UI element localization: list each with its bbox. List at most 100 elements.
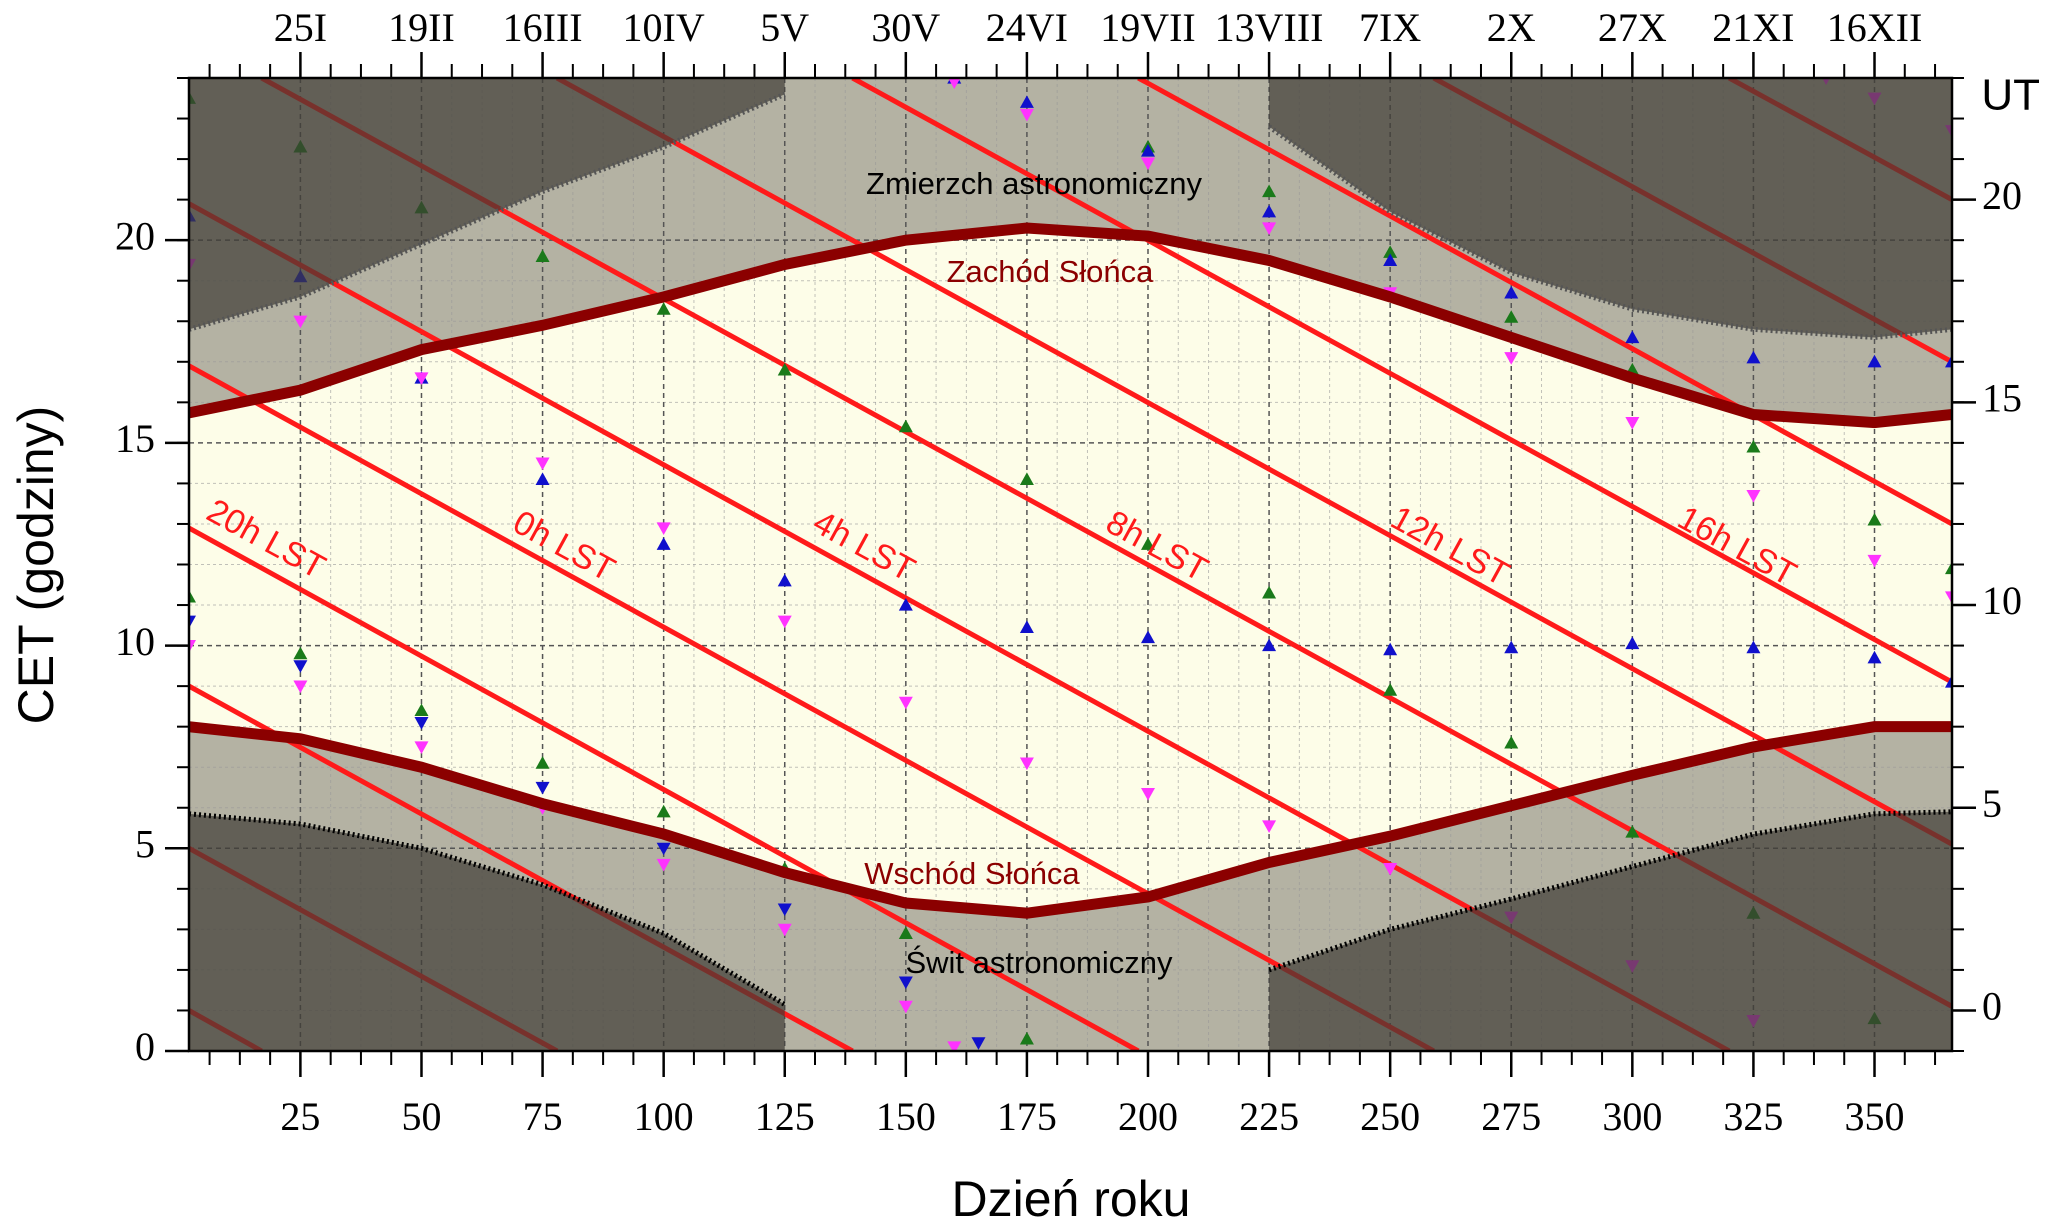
top-tick-label: 10IV — [623, 5, 705, 50]
top-tick-label: 25I — [274, 5, 327, 50]
triangle-marker — [1262, 184, 1277, 198]
triangle-marker — [1625, 636, 1640, 650]
x-tick-label: 75 — [523, 1094, 563, 1139]
y2-tick-label: 15 — [1982, 376, 2022, 421]
triangle-marker — [1019, 472, 1034, 485]
triangle-marker — [414, 703, 429, 717]
triangle-marker — [1945, 591, 1952, 604]
triangle-marker — [1019, 95, 1034, 108]
x-tick-label: 225 — [1239, 1094, 1299, 1139]
curve-label: Świt astronomiczny — [905, 944, 1173, 980]
x-tick-label: 125 — [755, 1094, 815, 1139]
twilight-curve — [189, 809, 1952, 1007]
triangle-marker — [656, 858, 671, 872]
triangle-marker — [1019, 1031, 1034, 1045]
sun-curve — [189, 222, 1952, 429]
triangle-marker — [535, 781, 550, 795]
triangle-marker — [1140, 143, 1155, 157]
lst-line — [189, 78, 1952, 1051]
triangle-marker — [656, 537, 671, 550]
triangle-marker — [293, 660, 308, 673]
triangle-marker — [1019, 757, 1034, 771]
y2-tick-label: 0 — [1982, 984, 2002, 1029]
triangle-marker — [414, 372, 429, 386]
curve-label: Zmierzch astronomiczny — [866, 166, 1202, 201]
triangle-marker — [656, 842, 671, 856]
triangle-marker — [777, 362, 792, 376]
axes: 25 50 75 100 125 150 175 200 225 250 275 300 325 3502… — [115, 5, 2022, 1139]
x-tick-label: 200 — [1118, 1094, 1178, 1139]
y-tick-label: 10 — [115, 619, 155, 664]
night-area — [1269, 811, 1952, 1051]
triangle-marker — [898, 696, 913, 710]
x-tick-label: 25 — [280, 1094, 320, 1139]
triangle-marker — [1867, 354, 1882, 368]
triangle-marker — [1746, 350, 1761, 364]
triangle-marker — [1383, 253, 1398, 267]
triangle-marker — [189, 615, 196, 629]
curve-label: Zachód Słońca — [947, 254, 1155, 289]
top-tick-label: 24VI — [986, 5, 1068, 50]
triangle-marker — [898, 976, 913, 990]
y-tick-label: 5 — [135, 821, 155, 866]
triangle-marker — [898, 598, 913, 611]
triangle-marker — [1140, 787, 1155, 801]
triangle-marker — [971, 1037, 986, 1050]
triangle-marker — [1504, 310, 1519, 323]
top-tick-label: 30V — [871, 5, 940, 50]
triangle-marker — [1945, 675, 1952, 688]
triangle-marker — [1625, 417, 1640, 430]
triangle-marker — [1383, 683, 1398, 696]
night-area — [189, 78, 785, 330]
triangle-marker — [293, 315, 308, 329]
triangle-marker — [1945, 354, 1952, 368]
triangle-marker — [656, 804, 671, 818]
triangle-marker — [293, 680, 308, 694]
x-tick-label: 175 — [997, 1094, 1057, 1139]
triangle-marker — [1383, 862, 1398, 876]
top-tick-label: 13VIII — [1215, 5, 1324, 50]
triangle-marker — [1140, 630, 1155, 644]
triangle-marker — [535, 249, 550, 262]
x-tick-label: 275 — [1481, 1094, 1541, 1139]
top-tick-label: 19II — [388, 5, 455, 50]
triangle-marker — [948, 78, 961, 90]
triangle-marker — [1504, 735, 1519, 749]
triangle-marker — [656, 302, 671, 315]
triangle-marker — [189, 589, 196, 603]
y-tick-label: 0 — [135, 1024, 155, 1069]
y-axis-label: CET (godziny) — [8, 406, 64, 725]
x-tick-label: 100 — [634, 1094, 694, 1139]
triangle-marker — [777, 903, 792, 917]
curve-label: Wschód Słońca — [864, 856, 1080, 891]
triangle-marker — [1019, 108, 1034, 122]
top-tick-label: 7IX — [1359, 5, 1421, 50]
triangle-marker — [777, 923, 792, 937]
triangle-marker — [414, 741, 429, 754]
triangle-marker — [1867, 554, 1882, 568]
triangle-marker — [1867, 512, 1882, 526]
y-tick-label: 20 — [115, 213, 155, 258]
triangle-marker — [1945, 561, 1952, 575]
triangle-marker — [535, 457, 550, 471]
x-tick-label: 50 — [401, 1094, 441, 1139]
top-tick-label: 2X — [1487, 5, 1536, 50]
y2-tick-label: 20 — [1982, 173, 2022, 218]
triangle-marker — [777, 573, 792, 587]
triangle-marker — [1140, 157, 1155, 171]
x-tick-label: 150 — [876, 1094, 936, 1139]
triangle-marker — [1383, 642, 1398, 656]
triangle-marker — [1504, 285, 1519, 299]
triangle-marker — [189, 639, 196, 653]
top-tick-label: 5V — [760, 5, 809, 50]
y2-tick-label: 10 — [1982, 578, 2022, 623]
top-tick-label: 27X — [1598, 5, 1667, 50]
night-area — [189, 813, 785, 1051]
x-tick-label: 325 — [1723, 1094, 1783, 1139]
triangle-marker — [1867, 650, 1882, 664]
x-tick-label: 250 — [1360, 1094, 1420, 1139]
triangle-marker — [1262, 204, 1277, 218]
x-axis-label: Dzień roku — [952, 1171, 1191, 1227]
triangle-marker — [898, 926, 913, 940]
